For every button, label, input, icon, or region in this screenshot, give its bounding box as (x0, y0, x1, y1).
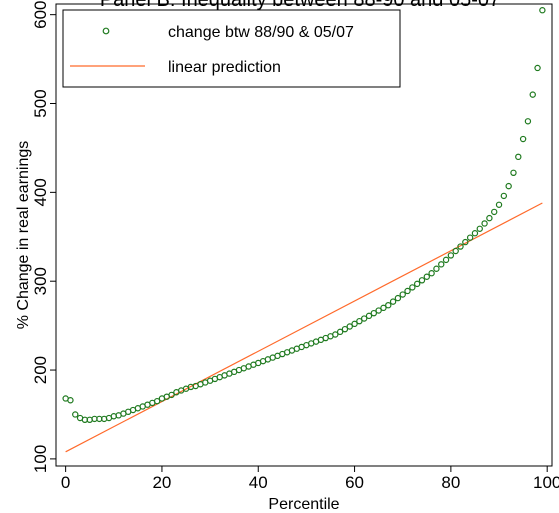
x-tick-label: 20 (152, 473, 171, 492)
scatter-point (399, 291, 406, 298)
scatter-point (510, 169, 517, 177)
scatter-point (438, 261, 445, 268)
scatter-point (346, 323, 353, 330)
y-tick-label: 300 (31, 267, 50, 295)
scatter-point (72, 411, 79, 418)
legend-box (62, 9, 401, 88)
scatter-point (529, 91, 536, 98)
x-tick-label: 100 (533, 473, 559, 492)
scatter-point (433, 265, 440, 272)
x-axis: 0 20 40 60 80 100 (61, 466, 559, 492)
scatter-point (505, 182, 512, 190)
scatter-point (418, 277, 426, 284)
scatter-point (332, 331, 339, 338)
plot-marks (62, 7, 546, 453)
scatter-point (428, 270, 435, 277)
scatter-point (153, 397, 161, 405)
y-tick-label: 400 (31, 178, 50, 206)
y-tick-label: 600 (31, 0, 50, 28)
scatter-point (67, 397, 74, 404)
y-tick-label: 200 (31, 356, 50, 384)
scatter-point (385, 301, 392, 309)
y-tick-label: 100 (31, 445, 50, 473)
scatter-point (351, 320, 358, 328)
scatter-point (534, 64, 541, 72)
scatter-point (360, 315, 368, 322)
x-tick-label: 0 (61, 473, 70, 492)
scatter-point (466, 234, 474, 241)
y-axis-title: % Change in real earnings (15, 141, 32, 330)
scatter-point (370, 309, 378, 317)
chart-title: Panel B: Inequality between 88-90 and 05… (100, 0, 500, 11)
y-tick-label: 500 (31, 89, 50, 117)
scatter-point (423, 273, 430, 280)
scatter-point (457, 243, 464, 250)
x-axis-title: Percentile (268, 496, 339, 513)
scatter-point (524, 118, 532, 125)
legend-label-scatter: change btw 88/90 & 05/07 (168, 24, 354, 41)
scatter-point (341, 325, 349, 333)
scatter-point (500, 192, 508, 200)
scatter-point (394, 294, 402, 302)
scatter-point (336, 328, 344, 336)
scatter-point (356, 317, 363, 325)
x-tick-label: 80 (441, 473, 460, 492)
scatter-point (471, 230, 479, 237)
x-tick-label: 60 (345, 473, 364, 492)
scatter-point (168, 391, 175, 399)
scatter-point (404, 287, 411, 295)
plot-frame (55, 3, 553, 467)
scatter-point (519, 135, 527, 143)
scatter-point (389, 298, 397, 305)
scatter-point (515, 153, 522, 161)
scatter-point (380, 304, 387, 312)
y-axis: 100 200 300 400 500 600 (31, 0, 56, 473)
scatter-point (447, 252, 455, 259)
legend-scatter-marker (102, 27, 110, 35)
scatter-point (495, 201, 503, 208)
scatter-point (413, 280, 421, 288)
scatter-point (462, 238, 469, 246)
scatter-point (539, 7, 546, 14)
legend: change btw 88/90 & 05/07 linear predicti… (62, 9, 401, 88)
scatter-point (375, 307, 382, 314)
x-tick-label: 40 (249, 473, 268, 492)
scatter-point (491, 208, 498, 216)
scatter-point (442, 256, 450, 264)
scatter-point (486, 214, 493, 222)
scatter-point (409, 284, 416, 291)
scatter-point (452, 247, 459, 255)
scatter-point (481, 220, 488, 227)
legend-label-line: linear prediction (168, 59, 281, 76)
scatter-point (476, 225, 483, 232)
scatter-point (365, 312, 373, 320)
